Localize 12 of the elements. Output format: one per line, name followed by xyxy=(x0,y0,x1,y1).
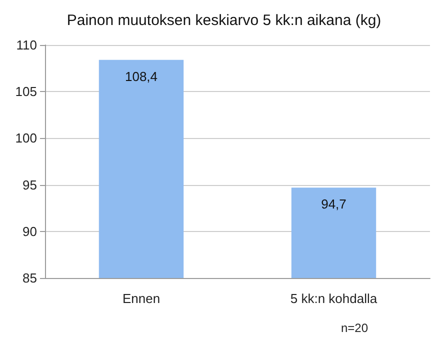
x-tick-label: Ennen xyxy=(122,291,160,306)
y-tick-label: 100 xyxy=(15,130,37,146)
x-tick-label: 5 kk:n kohdalla xyxy=(290,291,378,306)
y-tick-label: 95 xyxy=(22,177,37,192)
y-tick-label: 110 xyxy=(16,38,37,52)
data-label: 94,7 xyxy=(321,196,346,212)
y-tick-label: 90 xyxy=(22,224,37,239)
y-tick-label: 105 xyxy=(15,84,37,100)
text: n=20 xyxy=(340,321,368,335)
y-tick-label: 85 xyxy=(22,270,37,286)
chart-title: Painon muutoksen keskiarvo 5 kk:n aikana (kg) xyxy=(66,12,382,29)
data-label: 108,4 xyxy=(124,68,158,84)
